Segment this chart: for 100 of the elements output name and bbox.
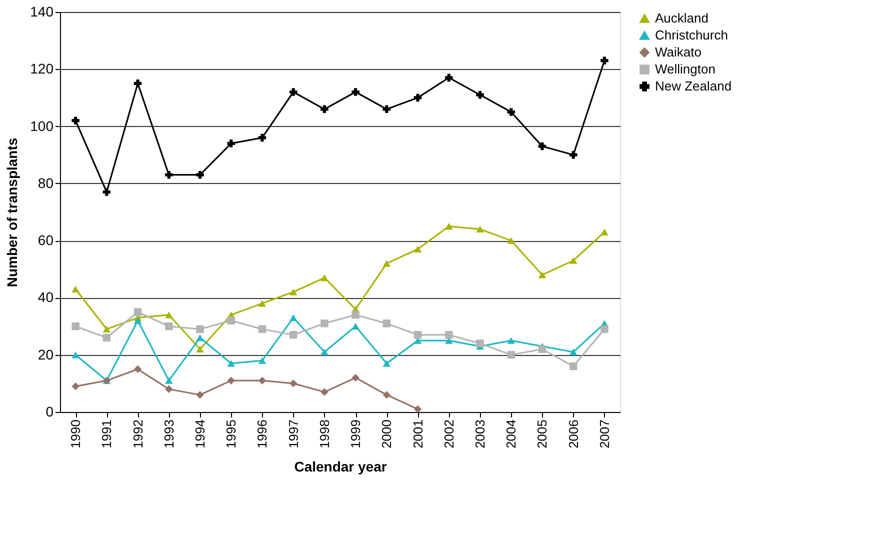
point xyxy=(258,325,266,334)
point xyxy=(414,246,422,252)
point xyxy=(538,142,546,150)
point xyxy=(165,170,173,179)
legend-label: Waikato xyxy=(655,44,702,60)
point xyxy=(507,337,515,344)
point xyxy=(134,317,142,324)
point xyxy=(445,74,453,82)
point xyxy=(72,322,80,330)
x-tick-label: 1997 xyxy=(286,420,301,448)
point xyxy=(258,134,266,142)
point xyxy=(320,388,328,396)
point xyxy=(165,322,173,330)
y-tick-label: 60 xyxy=(38,232,54,248)
point xyxy=(569,348,578,356)
x-tick-label: 1994 xyxy=(192,420,208,448)
point xyxy=(196,334,204,342)
point xyxy=(134,365,142,374)
point xyxy=(538,345,546,354)
point xyxy=(102,334,111,342)
point xyxy=(352,322,360,330)
point xyxy=(165,385,173,394)
y-axis-title: Number of transplants xyxy=(4,138,20,288)
x-tick-label: 2001 xyxy=(410,420,426,448)
legend-label: Auckland xyxy=(655,10,708,26)
point xyxy=(196,325,204,334)
point xyxy=(196,170,204,179)
point xyxy=(414,330,422,339)
point xyxy=(289,288,298,296)
point xyxy=(289,380,298,388)
x-tick-label: 1992 xyxy=(130,420,146,448)
x-tick-label: 2002 xyxy=(441,420,456,448)
point xyxy=(414,405,422,414)
point xyxy=(320,348,328,356)
point xyxy=(382,260,391,267)
point xyxy=(134,80,142,88)
y-tick-label: 80 xyxy=(38,174,54,191)
point xyxy=(600,325,608,334)
point xyxy=(320,105,328,114)
point xyxy=(476,340,484,348)
point xyxy=(352,310,360,319)
point xyxy=(289,330,298,339)
point xyxy=(102,326,111,332)
point xyxy=(507,350,515,359)
x-tick-label: 1998 xyxy=(316,420,332,448)
point xyxy=(476,226,484,232)
point xyxy=(414,94,422,102)
point xyxy=(165,312,173,318)
x-tick-label: 1999 xyxy=(348,420,364,448)
point xyxy=(507,237,515,244)
point xyxy=(227,316,235,324)
legend-label: Christchurch xyxy=(655,28,728,42)
x-tick-label: 1995 xyxy=(224,420,239,448)
y-tick-label: 20 xyxy=(38,346,54,362)
point xyxy=(258,357,266,364)
point xyxy=(320,274,328,282)
point xyxy=(227,360,235,367)
point xyxy=(102,188,111,196)
point xyxy=(196,390,204,399)
point xyxy=(600,56,608,64)
point xyxy=(72,382,80,390)
point xyxy=(600,228,608,236)
y-tick-label: 120 xyxy=(30,60,54,77)
point xyxy=(445,330,453,339)
point xyxy=(445,222,453,230)
point xyxy=(382,390,391,399)
point xyxy=(569,257,578,264)
point xyxy=(289,88,298,96)
point xyxy=(258,376,266,384)
point xyxy=(476,90,484,99)
point xyxy=(196,346,204,352)
point xyxy=(72,286,80,292)
point xyxy=(227,376,235,384)
point xyxy=(258,300,266,307)
point xyxy=(507,108,515,116)
x-tick-label: 2007 xyxy=(596,420,612,448)
legend-label: Wellington xyxy=(655,62,716,76)
point xyxy=(569,362,578,370)
x-tick-label: 1996 xyxy=(254,420,270,448)
x-tick-label: 2004 xyxy=(504,420,519,448)
y-tick-label: 100 xyxy=(30,118,54,134)
point xyxy=(320,320,328,328)
y-tick-label: 0 xyxy=(46,404,54,420)
point xyxy=(382,320,391,328)
point xyxy=(165,377,173,384)
point xyxy=(289,314,298,322)
point xyxy=(382,360,391,367)
x-tick-label: 2000 xyxy=(379,420,394,448)
x-tick-label: 2006 xyxy=(566,420,581,448)
x-tick-label: 1991 xyxy=(99,420,114,448)
legend-label: New Zealand xyxy=(655,78,732,94)
point xyxy=(227,140,235,148)
y-tick-label: 40 xyxy=(38,289,54,306)
point xyxy=(72,116,80,124)
x-tick-label: 2003 xyxy=(472,420,488,448)
x-tick-label: 1990 xyxy=(68,420,84,448)
x-axis-title: Calendar year xyxy=(294,458,388,474)
point xyxy=(352,88,360,96)
x-tick-label: 2005 xyxy=(534,420,550,448)
point xyxy=(382,105,391,114)
